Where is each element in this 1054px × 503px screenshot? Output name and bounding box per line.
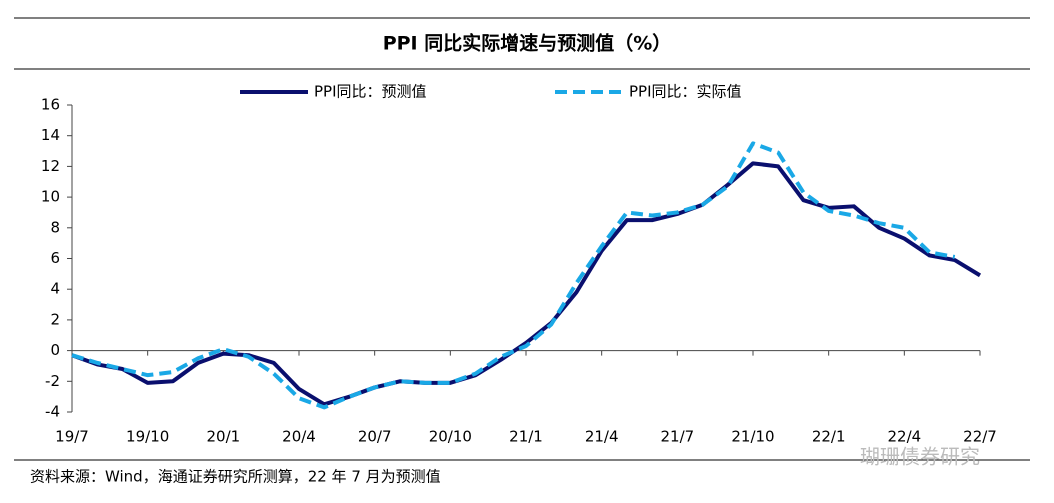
y-tick-label: 6: [50, 249, 60, 267]
y-tick-label: 10: [41, 188, 60, 206]
x-tick-label: 21/4: [585, 428, 619, 446]
x-tick-label: 22/1: [812, 428, 846, 446]
series-line: [71, 161, 982, 407]
watermark: 瑚珊债券研究: [860, 445, 980, 469]
y-tick-label: 14: [41, 126, 60, 144]
x-tick-label: 20/4: [282, 428, 316, 446]
y-tick-label: 4: [50, 280, 60, 298]
source-note: 资料来源：Wind，海通证券研究所测算，22 年 7 月为预测值: [30, 468, 441, 486]
x-tick-label: 19/10: [126, 428, 169, 446]
series-line: [71, 141, 956, 410]
x-tick-label: 21/1: [509, 428, 543, 446]
y-tick-label: 12: [41, 157, 60, 175]
y-tick-label: -2: [45, 372, 60, 390]
y-tick-label: 2: [50, 310, 60, 328]
y-tick-label: 16: [41, 96, 60, 114]
chart-title: PPI 同比实际增速与预测值（%）: [383, 32, 672, 55]
y-tick-label: -4: [45, 403, 60, 421]
x-tick-label: 21/10: [731, 428, 774, 446]
legend-label: PPI同比：预测值: [314, 83, 427, 101]
y-tick-label: 8: [50, 218, 60, 236]
x-tick-label: 22/7: [963, 428, 997, 446]
x-tick-label: 20/10: [429, 428, 472, 446]
x-tick-label: 20/7: [358, 428, 392, 446]
x-tick-label: 21/7: [660, 428, 694, 446]
y-tick-label: 0: [50, 341, 60, 359]
x-tick-label: 20/1: [206, 428, 240, 446]
legend-label: PPI同比：实际值: [629, 83, 742, 101]
x-tick-label: 22/4: [887, 428, 921, 446]
x-tick-label: 19/7: [55, 428, 89, 446]
